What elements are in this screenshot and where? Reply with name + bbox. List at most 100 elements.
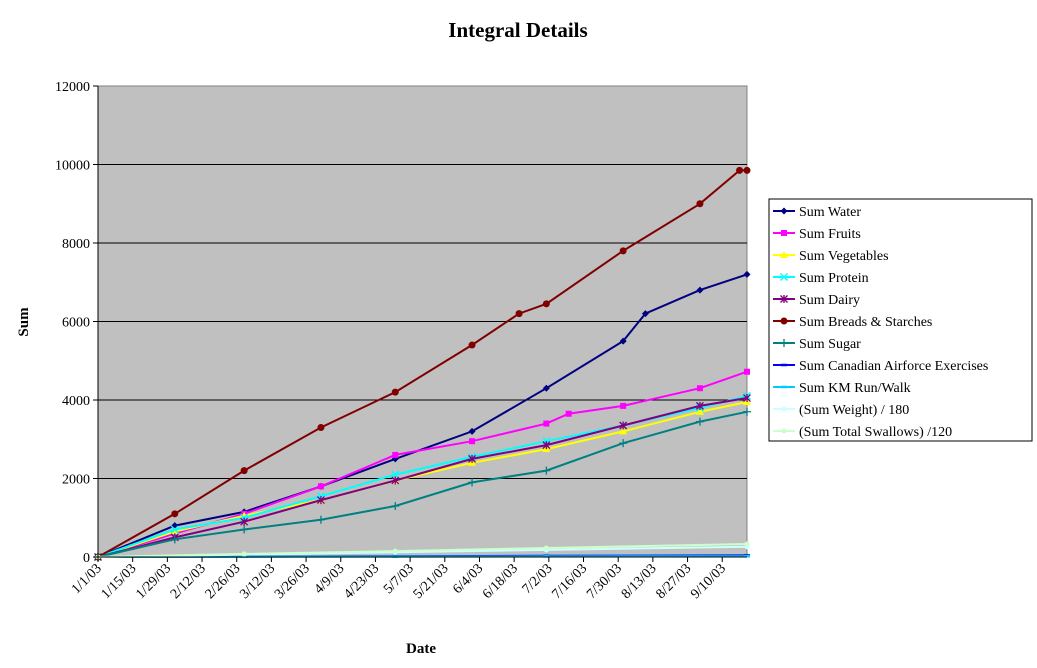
series-point	[542, 441, 551, 450]
series-point	[736, 166, 744, 174]
x-tick-label: 1/29/03	[133, 561, 174, 602]
legend-entry: Sum Water	[773, 205, 861, 220]
series-point	[542, 300, 550, 308]
series-point	[316, 496, 325, 505]
legend-entry: Sum Sugar	[773, 337, 861, 352]
legend-entry: (Sum Weight) / 180	[773, 403, 909, 418]
series-point	[392, 548, 398, 554]
legend-entry: Sum Canadian Airforce Exercises	[773, 359, 988, 374]
series-point	[743, 407, 751, 416]
y-tick-label: 6000	[62, 316, 90, 331]
legend-entry: Sum KM Run/Walk	[773, 381, 911, 396]
x-tick-label: 9/10/03	[688, 561, 729, 602]
y-axis-title: Sum	[16, 307, 32, 337]
series-point	[696, 385, 703, 392]
legend: Sum Water Sum Fruits Sum Vegetables Sum Pro…	[768, 198, 1033, 442]
series-point	[743, 394, 751, 403]
series-point	[170, 525, 179, 534]
series-point	[641, 310, 649, 318]
series-point	[744, 541, 750, 547]
x-axis-title: Date	[406, 641, 436, 657]
legend-label: Sum Water	[799, 205, 861, 220]
legend-swatch-marker	[780, 339, 788, 347]
legend-box	[768, 198, 1033, 442]
series-line	[97, 410, 748, 558]
series-point	[565, 410, 572, 417]
legend-swatch-marker	[780, 295, 788, 303]
legend-entry: Sum Fruits	[773, 227, 861, 242]
series-point	[468, 341, 476, 349]
legend-entry: Sum Dairy	[773, 293, 860, 308]
series-line	[97, 169, 747, 558]
series-point	[316, 515, 325, 524]
series-point	[469, 438, 476, 445]
series-point	[619, 247, 627, 255]
series-point	[619, 439, 628, 448]
legend-swatch-marker	[781, 428, 787, 434]
legend-entry: Sum Protein	[773, 271, 869, 286]
series-point	[391, 388, 399, 396]
x-tick-label: 6/18/03	[480, 561, 521, 602]
legend-swatch-marker	[780, 251, 788, 258]
series-point	[317, 483, 324, 490]
series-point	[743, 270, 751, 278]
series-point	[515, 310, 523, 318]
series-point	[619, 337, 627, 345]
legend-label: (Sum Total Swallows) /120	[799, 425, 952, 440]
legend-swatch-marker	[781, 406, 787, 412]
series-point	[619, 421, 628, 430]
legend-swatch-marker	[780, 207, 788, 215]
legend-label: Sum Canadian Airforce Exercises	[799, 359, 988, 374]
series-point	[542, 466, 551, 475]
legend-label: Sum Vegetables	[799, 249, 889, 264]
legend-label: Sum Breads & Starches	[799, 315, 932, 330]
series-point	[743, 166, 751, 174]
series-point	[696, 286, 704, 294]
x-tick-label: 1/15/03	[99, 561, 140, 602]
x-tick-label: 2/26/03	[203, 561, 244, 602]
x-tick-label: 2/12/03	[168, 561, 209, 602]
series-point	[542, 384, 550, 392]
series-point	[696, 200, 704, 208]
series-point	[391, 476, 400, 485]
series-point	[620, 402, 627, 409]
series-point	[695, 417, 704, 426]
series-10	[95, 541, 750, 560]
legend-swatch-marker	[780, 317, 788, 325]
legend-swatch-marker	[779, 272, 789, 282]
legend-swatch-marker	[781, 230, 787, 236]
legend-label: Sum KM Run/Walk	[799, 381, 911, 396]
y-tick-label: 12000	[55, 80, 90, 95]
x-tick-label: 3/12/03	[237, 561, 278, 602]
series-point	[240, 525, 249, 534]
series-point	[695, 401, 704, 410]
series-point	[619, 427, 628, 435]
series-point	[240, 517, 249, 526]
x-tick-label: 8/27/03	[654, 561, 695, 602]
series-point	[171, 510, 179, 518]
x-tick-label: 8/13/03	[619, 561, 660, 602]
series-point	[240, 467, 248, 475]
series-point	[695, 407, 704, 415]
x-tick-label: 7/16/03	[549, 561, 590, 602]
gridlines	[98, 164, 747, 479]
axes	[93, 85, 747, 562]
x-tick-label: 5/21/03	[411, 561, 452, 602]
series-point	[543, 545, 549, 551]
legend-label: Sum Fruits	[799, 227, 861, 242]
series-point	[392, 451, 399, 458]
series-point	[317, 423, 325, 431]
series-point	[391, 470, 400, 479]
y-tick-label: 4000	[62, 394, 90, 409]
series-point	[391, 501, 400, 510]
x-tick-labels: 1/1/031/15/031/29/032/12/032/26/033/12/0…	[69, 561, 729, 602]
series-point	[543, 420, 550, 427]
series-point	[468, 454, 477, 463]
x-tick-label: 4/23/03	[341, 561, 382, 602]
legend-label: (Sum Weight) / 180	[799, 403, 909, 418]
series-point	[468, 478, 477, 487]
legend-label: Sum Protein	[799, 271, 869, 286]
series-point	[468, 427, 476, 435]
legend-entry: (Sum Total Swallows) /120	[773, 425, 952, 440]
